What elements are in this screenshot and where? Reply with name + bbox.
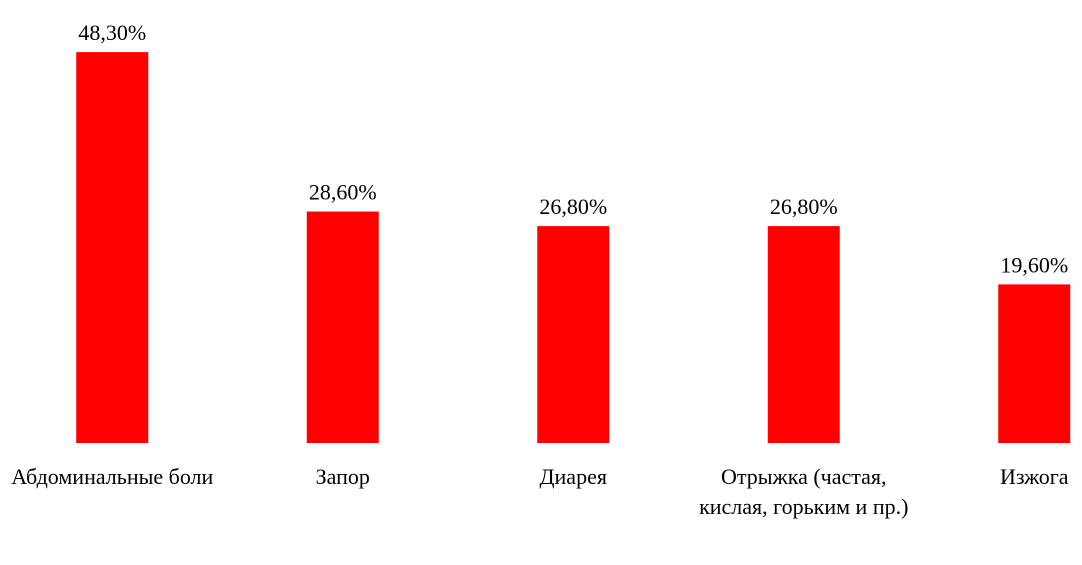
- bar: [998, 284, 1071, 443]
- x-tick-label: Изжога: [999, 464, 1069, 489]
- bar: [76, 52, 149, 443]
- data-label: 48,30%: [78, 20, 146, 45]
- bar: [306, 211, 379, 443]
- data-label: 19,60%: [1000, 252, 1068, 277]
- x-tick-label: Абдоминальные боли: [11, 464, 214, 489]
- data-label: 28,60%: [309, 180, 377, 205]
- x-tick-label: Отрыжка (частая, кислая, горьким и пр.): [699, 464, 909, 519]
- data-label: 26,80%: [770, 194, 838, 219]
- bar: [767, 226, 840, 443]
- x-tick-label: Диарея: [539, 464, 607, 489]
- bar: [537, 226, 610, 443]
- x-tick-label: Запор: [315, 464, 370, 489]
- data-label: 26,80%: [539, 194, 607, 219]
